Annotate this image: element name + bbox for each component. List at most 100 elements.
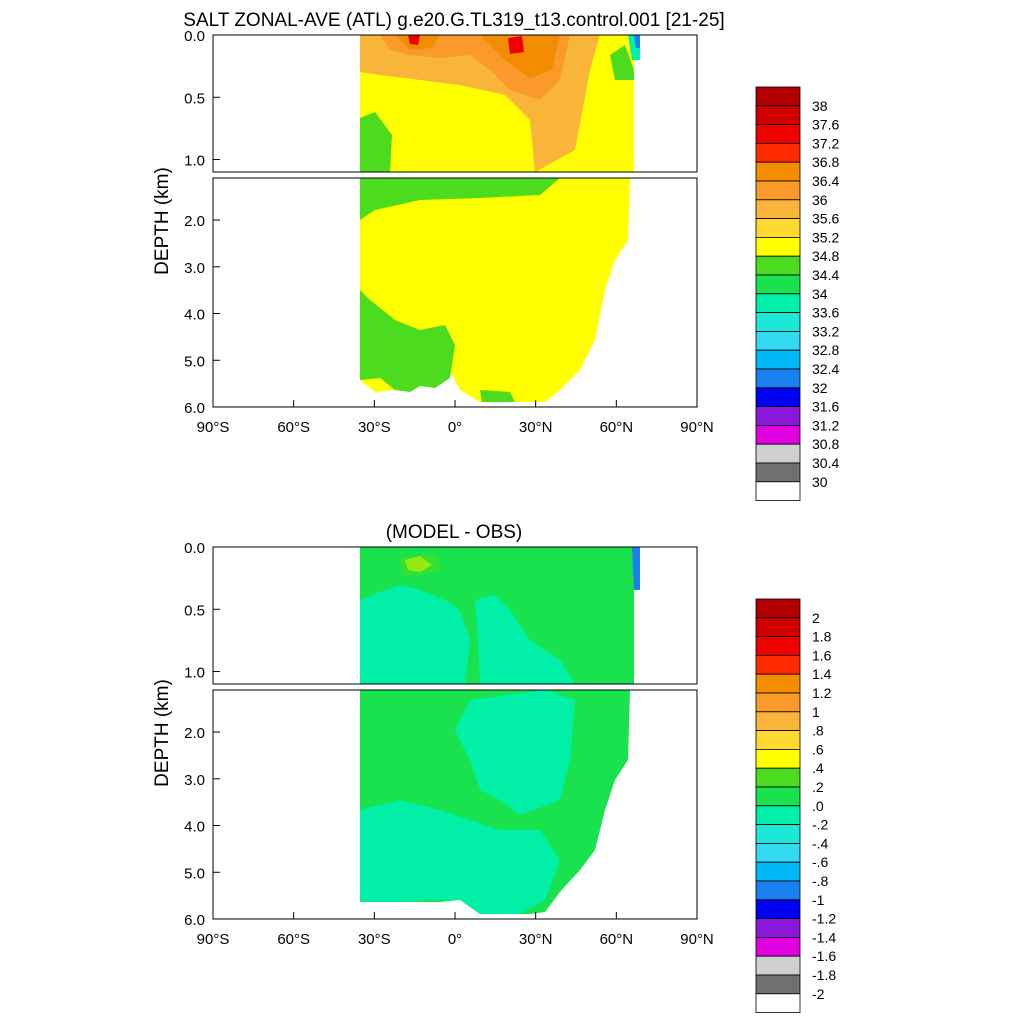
y-tick-label: 0.5 [184,602,205,619]
colorbar-box [755,974,801,995]
colorbar-box [755,349,801,370]
colorbar-box [755,899,801,919]
p1l-green-top [360,178,560,220]
panel-2-title: (MODEL - OBS) [386,522,523,543]
panel-1-colorbar: 38 37.6 37.2 36.8 36.4 36 35.6 35.2 34.8 34.4 34 33… [755,86,839,501]
x-tick-label: 30°S [358,931,391,948]
colorbar-box [755,861,801,882]
colorbar-box [755,711,801,731]
colorbar-box [755,636,801,656]
colorbar-box [755,218,801,238]
y-tick-label: 0.0 [184,28,205,45]
x-tick-label: 30°N [519,931,553,948]
colorbar-label: .4 [812,760,824,776]
colorbar-box [755,598,801,619]
colorbar-box [755,406,801,426]
p2l-cyan-bottom [360,800,560,914]
x-tick-label: 60°S [277,931,310,948]
panel-2-upper-field [360,547,640,684]
colorbar-box [755,236,801,257]
colorbar-label: 30 [812,474,828,490]
colorbar-label: .8 [812,723,824,739]
colorbar-box [755,655,801,675]
colorbar-box [755,462,801,483]
y-tick-label: 5.0 [184,865,205,882]
colorbar-box [755,730,801,750]
x-tick-label: 60°N [600,419,634,436]
colorbar-label: 2 [812,610,820,626]
colorbar-box [755,105,801,126]
y-tick-label: 2.0 [184,213,205,230]
colorbar-box [755,767,801,788]
colorbar-label: -2 [812,986,825,1002]
colorbar-label: -1.4 [812,929,836,945]
colorbar-box [755,312,801,332]
colorbar-label: 34.4 [812,267,839,283]
panel-2-colorbar: 21.81.61.41.21.8.6.4.2.0-.2-.4-.6-.8-1-1… [755,598,836,1013]
colorbar-box [755,199,801,220]
colorbar-label: 37.6 [812,117,839,133]
colorbar-label: -1 [812,892,825,908]
panel-2-x-ticks: 90°S 60°S 30°S 0° 30°N 60°N 90°N [197,912,714,948]
colorbar-box [755,824,801,844]
colorbar-label: 33.6 [812,305,839,321]
x-tick-label: 90°N [680,931,714,948]
colorbar-label: 32 [812,380,828,396]
colorbar-box [755,274,801,295]
colorbar-label: 34 [812,286,828,302]
colorbar-label: .0 [812,798,824,814]
p1u-green-right [610,45,634,80]
colorbar-box [755,443,801,464]
colorbar-label: -.4 [812,835,829,851]
x-tick-label: 60°N [600,931,634,948]
panel-1-lower-field [360,178,630,402]
colorbar-box [755,481,801,501]
panel-1-upper-field [360,35,640,172]
colorbar-box [755,673,801,694]
x-tick-label: 0° [448,419,462,436]
p2u-cyan-2 [475,595,575,684]
colorbar-label: -.8 [812,873,829,889]
colorbar-label: 35.2 [812,229,839,245]
y-tick-label: 0.5 [184,90,205,107]
colorbar-label: -.6 [812,854,829,870]
colorbar-box [755,86,801,107]
colorbar-box [755,387,801,407]
colorbar-label: 33.2 [812,323,839,339]
p1u-orange-dark-2 [480,35,560,78]
colorbar-label: 1.8 [812,629,832,645]
colorbar-box [755,749,801,769]
x-tick-label: 90°N [680,419,714,436]
p1u-blue-edge [634,35,640,48]
colorbar-box [755,918,801,938]
panel-1-y-axis-label: DEPTH (km) [152,167,173,275]
x-tick-label: 0° [448,931,462,948]
colorbar-label: 1.6 [812,647,832,663]
colorbar-label: 31.2 [812,417,839,433]
x-tick-label: 30°N [519,419,553,436]
x-tick-label: 60°S [277,419,310,436]
y-tick-label: 5.0 [184,353,205,370]
panel-1-y-ticks-upper: 0.0 0.5 1.0 [184,28,220,170]
panel-2-y-ticks-upper: 0.0 0.5 1.0 [184,540,220,682]
colorbar-label: -1.6 [812,948,836,964]
colorbar-label: -.2 [812,817,829,833]
colorbar-label: 30.4 [812,455,839,471]
y-tick-label: 0.0 [184,540,205,557]
colorbar-label: 1.2 [812,685,832,701]
colorbar-box [755,937,801,957]
colorbar-box [755,424,801,445]
p2l-cyan-main [455,690,575,815]
p2u-lime [398,554,440,576]
colorbar-box [755,161,801,182]
colorbar-box [755,617,801,637]
panel-2-lower-field [360,690,630,914]
p2u-cyan-1 [360,585,470,684]
y-tick-label: 3.0 [184,772,205,789]
y-tick-label: 4.0 [184,307,205,324]
colorbar-box [755,180,801,201]
p1u-green-left [360,112,392,172]
panel-2: (MODEL - OBS) 0.00.51.0 2.03.04.05.06.0 … [152,522,836,1013]
panel-1-title: SALT ZONAL-AVE (ATL) g.e20.G.TL319_t13.c… [183,10,724,31]
